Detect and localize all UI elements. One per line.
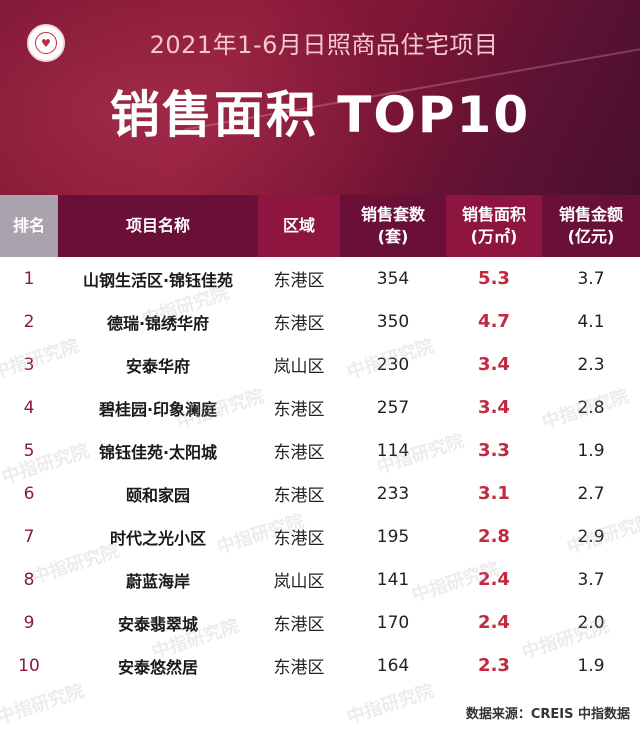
cell-rank: 9 <box>23 612 35 633</box>
cell-district: 东港区 <box>273 443 325 463</box>
cell-amount: 1.9 <box>577 655 605 676</box>
cell-amount: 1.9 <box>577 440 605 461</box>
cell-rank: 5 <box>23 440 35 461</box>
cell-district: 东港区 <box>273 271 325 291</box>
column-header-area: 销售面积 (万㎡) <box>446 195 542 257</box>
cell-units: 170 <box>376 612 410 633</box>
cell-rank: 4 <box>23 397 35 418</box>
cell-rank: 2 <box>23 311 35 332</box>
table-row: 8 蔚蓝海岸 岚山区 141 2.4 3.7 <box>0 558 640 601</box>
cell-area: 5.3 <box>478 268 510 289</box>
cell-area: 3.4 <box>478 397 510 418</box>
table-row: 1 山钢生活区·锦钰佳苑 东港区 354 5.3 3.7 <box>0 257 640 300</box>
cell-project-name: 蔚蓝海岸 <box>125 571 190 591</box>
cell-area: 2.3 <box>478 655 510 676</box>
table-row: 7 时代之光小区 东港区 195 2.8 2.9 <box>0 515 640 558</box>
cell-area: 2.4 <box>478 569 510 590</box>
cell-district: 东港区 <box>273 529 325 549</box>
cell-project-name: 安泰悠然居 <box>117 657 198 677</box>
cell-district: 岚山区 <box>273 572 325 592</box>
cell-units: 230 <box>376 354 410 375</box>
cell-area: 2.8 <box>478 526 510 547</box>
column-header-rank: 排名 <box>0 195 58 257</box>
cell-units: 141 <box>376 569 410 590</box>
institute-logo-icon: ♥ <box>27 24 65 62</box>
cell-project-name: 时代之光小区 <box>109 528 206 548</box>
cell-amount: 2.9 <box>577 526 605 547</box>
title-banner: ♥ 2021年1-6月日照商品住宅项目 销售面积 TOP10 <box>0 0 640 195</box>
cell-project-name: 颐和家园 <box>125 485 190 505</box>
cell-units: 233 <box>376 483 410 504</box>
cell-project-name: 锦钰佳苑·太阳城 <box>98 442 218 462</box>
cell-project-name: 山钢生活区·锦钰佳苑 <box>82 270 234 290</box>
cell-project-name: 德瑞·锦绣华府 <box>106 313 210 333</box>
column-header-district: 区域 <box>258 195 340 257</box>
column-header-project: 项目名称 <box>58 195 258 257</box>
cell-amount: 3.7 <box>577 268 605 289</box>
cell-units: 164 <box>376 655 410 676</box>
cell-amount: 2.0 <box>577 612 605 633</box>
cell-units: 257 <box>376 397 410 418</box>
cell-amount: 2.3 <box>577 354 605 375</box>
cell-amount: 2.7 <box>577 483 605 504</box>
banner-highlight <box>0 0 440 195</box>
page-subtitle: 2021年1-6月日照商品住宅项目 <box>149 31 499 59</box>
page-title: 销售面积 TOP10 <box>109 86 531 144</box>
cell-amount: 4.1 <box>577 311 605 332</box>
cell-project-name: 安泰华府 <box>125 356 190 376</box>
cell-area: 3.1 <box>478 483 510 504</box>
cell-units: 350 <box>376 311 410 332</box>
table-body: 1 山钢生活区·锦钰佳苑 东港区 354 5.3 3.7 2 德瑞·锦绣华府 东港区 350 4.7… <box>0 257 640 687</box>
cell-units: 195 <box>376 526 410 547</box>
table-row: 3 安泰华府 岚山区 230 3.4 2.3 <box>0 343 640 386</box>
table-row: 9 安泰翡翠城 东港区 170 2.4 2.0 <box>0 601 640 644</box>
cell-district: 东港区 <box>273 400 325 420</box>
cell-project-name: 安泰翡翠城 <box>117 614 198 634</box>
cell-rank: 3 <box>23 354 35 375</box>
cell-project-name: 碧桂园·印象澜庭 <box>98 399 218 419</box>
cell-area: 3.4 <box>478 354 510 375</box>
table-row: 10 安泰悠然居 东港区 164 2.3 1.9 <box>0 644 640 687</box>
data-source-note: 数据来源：CREIS 中指数据 <box>465 707 630 722</box>
cell-amount: 3.7 <box>577 569 605 590</box>
cell-rank: 6 <box>23 483 35 504</box>
cell-district: 东港区 <box>273 486 325 506</box>
cell-rank: 8 <box>23 569 35 590</box>
cell-amount: 2.8 <box>577 397 605 418</box>
cell-area: 2.4 <box>478 612 510 633</box>
cell-area: 4.7 <box>478 311 510 332</box>
cell-area: 3.3 <box>478 440 510 461</box>
table-row: 5 锦钰佳苑·太阳城 东港区 114 3.3 1.9 <box>0 429 640 472</box>
cell-district: 东港区 <box>273 658 325 678</box>
cell-district: 东港区 <box>273 615 325 635</box>
cell-rank: 7 <box>23 526 35 547</box>
cell-units: 114 <box>376 440 410 461</box>
table-row: 6 颐和家园 东港区 233 3.1 2.7 <box>0 472 640 515</box>
cell-district: 岚山区 <box>273 357 325 377</box>
column-header-amount: 销售金额 (亿元) <box>542 195 640 257</box>
cell-rank: 1 <box>23 268 35 289</box>
table-header: 排名 项目名称 区域 销售套数 (套) 销售面积 (万㎡) 销售金额 (亿元) <box>0 195 640 257</box>
table-row: 4 碧桂园·印象澜庭 东港区 257 3.4 2.8 <box>0 386 640 429</box>
table-row: 2 德瑞·锦绣华府 东港区 350 4.7 4.1 <box>0 300 640 343</box>
cell-district: 东港区 <box>273 314 325 334</box>
cell-units: 354 <box>376 268 410 289</box>
cell-rank: 10 <box>18 655 40 676</box>
column-header-units: 销售套数 (套) <box>340 195 446 257</box>
